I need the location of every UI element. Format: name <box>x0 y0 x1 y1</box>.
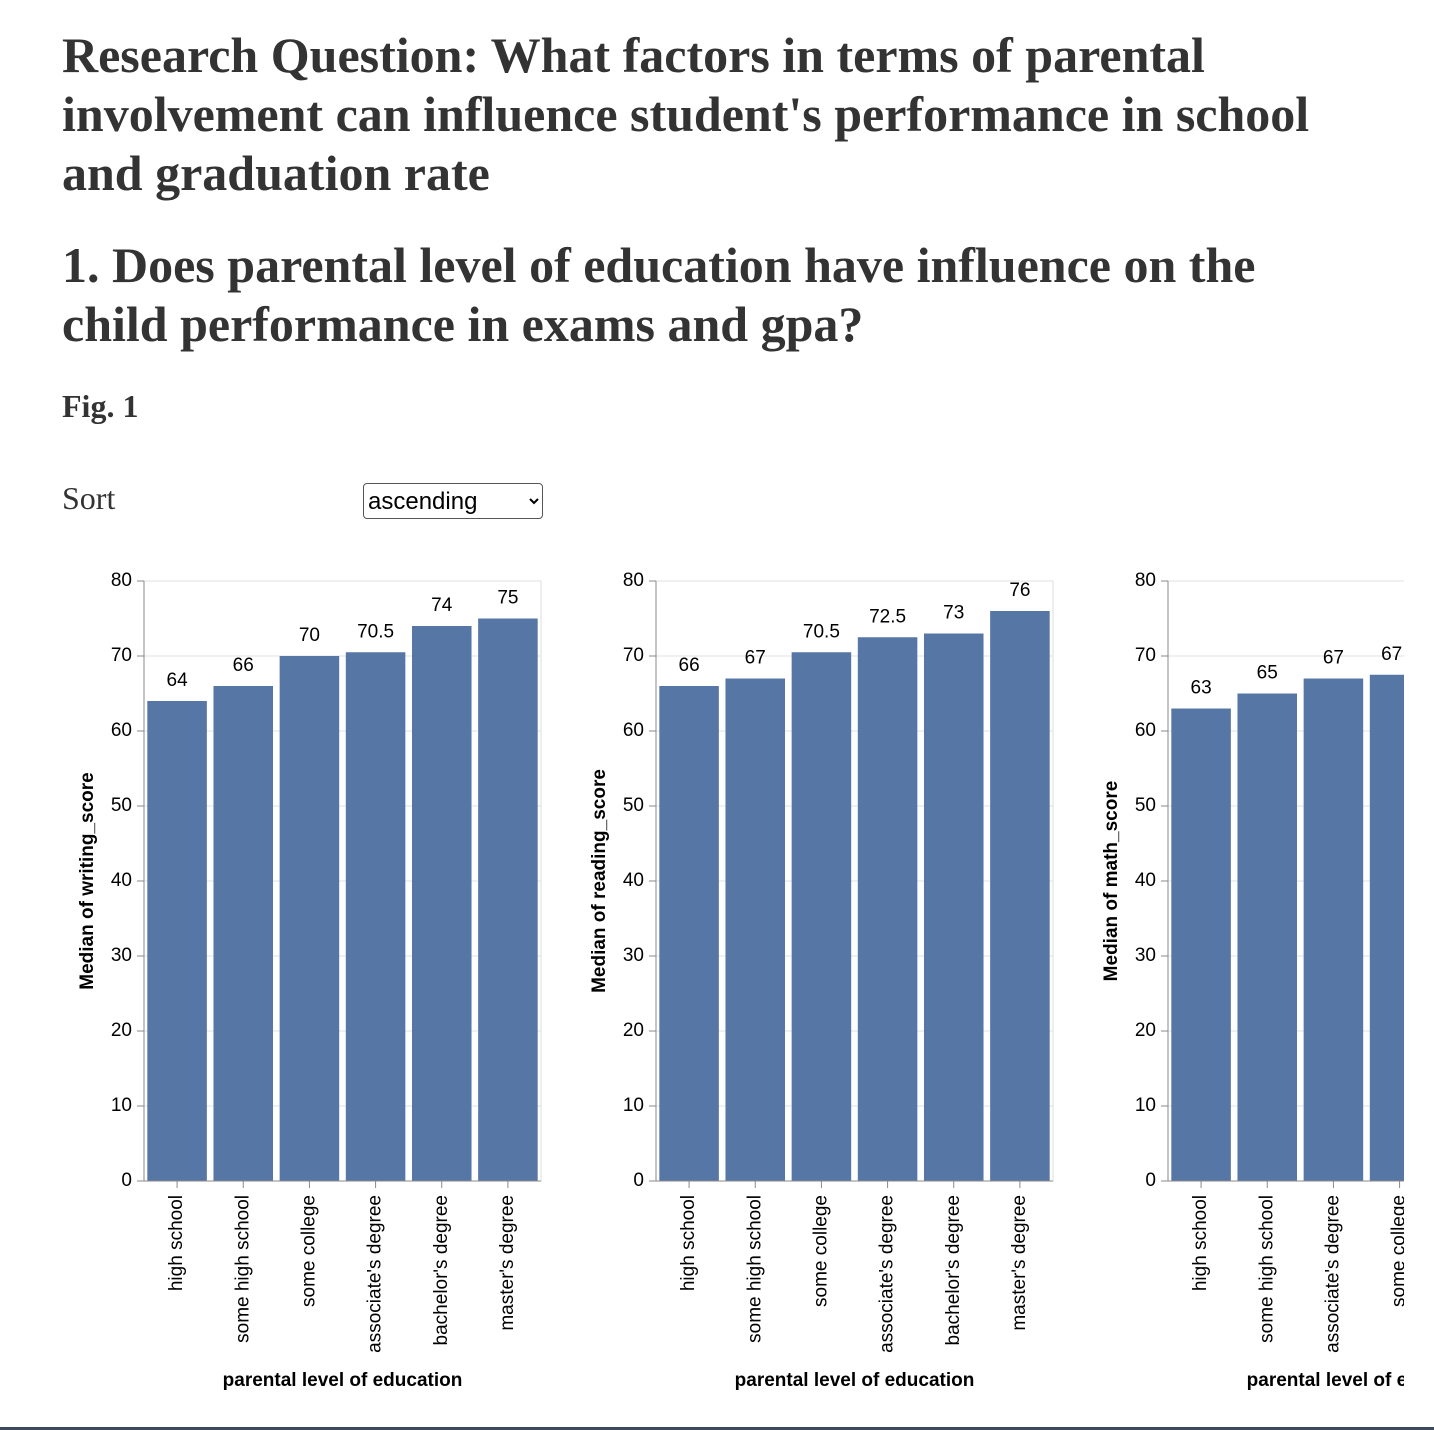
bottom-border <box>0 1427 1434 1430</box>
bar <box>1369 674 1404 1181</box>
x-tick-label: master's degree <box>1009 1195 1030 1331</box>
bar <box>857 637 918 1181</box>
x-tick-label: some college <box>1389 1195 1404 1307</box>
x-tick-label: some college <box>810 1195 831 1307</box>
y-tick-label: 20 <box>1135 1020 1156 1041</box>
x-tick-label: bachelor's degree <box>431 1195 452 1345</box>
bar <box>791 652 852 1181</box>
bar <box>147 701 207 1181</box>
y-tick-label: 0 <box>121 1170 132 1191</box>
y-tick-label: 30 <box>111 945 132 966</box>
value-label: 67 <box>1323 648 1344 669</box>
y-tick-label: 20 <box>111 1020 132 1041</box>
x-tick-label: some high school <box>1256 1195 1277 1343</box>
sort-select[interactable]: ascending <box>363 483 543 519</box>
y-tick-label: 60 <box>1135 720 1156 741</box>
value-label: 63 <box>1191 678 1212 699</box>
y-tick-label: 10 <box>111 1095 132 1116</box>
y-tick-label: 60 <box>623 720 644 741</box>
y-tick-label: 50 <box>1135 795 1156 816</box>
value-label: 64 <box>167 670 189 691</box>
bar <box>725 678 786 1181</box>
y-tick-label: 80 <box>1135 570 1156 591</box>
value-label: 70.5 <box>357 621 394 642</box>
value-label: 72.5 <box>869 606 906 627</box>
bar <box>1237 693 1298 1181</box>
x-tick-label: associate's degree <box>877 1195 898 1353</box>
y-tick-label: 0 <box>1145 1170 1156 1191</box>
value-label: 66 <box>679 655 700 676</box>
value-label: 67 <box>745 648 766 669</box>
x-axis-title: parental level of education <box>223 1370 463 1391</box>
bar <box>990 611 1050 1181</box>
y-tick-label: 10 <box>1135 1095 1156 1116</box>
x-tick-label: master's degree <box>497 1195 518 1331</box>
value-label: 67.5 <box>1381 644 1404 665</box>
y-tick-label: 70 <box>623 645 644 666</box>
x-tick-label: associate's degree <box>365 1195 386 1353</box>
y-axis-title: Median of reading_score <box>589 769 610 993</box>
y-tick-label: 50 <box>623 795 644 816</box>
y-tick-label: 30 <box>623 945 644 966</box>
y-tick-label: 50 <box>111 795 132 816</box>
x-tick-label: high school <box>1190 1195 1211 1291</box>
x-axis-title: parental level of education <box>1247 1370 1404 1391</box>
bar <box>279 656 340 1181</box>
bar <box>923 633 984 1181</box>
y-tick-label: 70 <box>111 645 132 666</box>
y-tick-label: 20 <box>623 1020 644 1041</box>
x-tick-label: high school <box>166 1195 187 1291</box>
y-tick-label: 0 <box>633 1170 644 1191</box>
y-tick-label: 60 <box>111 720 132 741</box>
bar <box>411 626 472 1181</box>
x-tick-label: associate's degree <box>1322 1195 1343 1353</box>
x-tick-label: bachelor's degree <box>943 1195 964 1345</box>
value-label: 65 <box>1257 663 1278 684</box>
y-tick-label: 40 <box>1135 870 1156 891</box>
y-tick-label: 40 <box>623 870 644 891</box>
bar <box>659 686 719 1181</box>
figure-label: Fig. 1 <box>62 388 139 424</box>
sort-label: Sort <box>62 480 116 516</box>
value-label: 70 <box>299 625 320 646</box>
y-tick-label: 80 <box>623 570 644 591</box>
y-tick-label: 70 <box>1135 645 1156 666</box>
x-tick-label: high school <box>678 1195 699 1291</box>
bar <box>345 652 406 1181</box>
content: Research Question: What factors in terms… <box>62 27 1404 1391</box>
y-axis-title: Median of writing_score <box>77 772 98 989</box>
x-tick-label: some college <box>298 1195 319 1307</box>
page-title: Research Question: What factors in terms… <box>62 27 1310 201</box>
bar <box>478 618 538 1181</box>
value-label: 66 <box>233 655 254 676</box>
bar <box>1171 708 1231 1181</box>
value-label: 74 <box>431 595 453 616</box>
y-tick-label: 80 <box>111 570 132 591</box>
y-tick-label: 10 <box>623 1095 644 1116</box>
bar <box>1303 678 1364 1181</box>
question-heading: 1. Does parental level of education have… <box>62 237 1256 352</box>
value-label: 76 <box>1009 580 1030 601</box>
y-tick-label: 30 <box>1135 945 1156 966</box>
x-axis-title: parental level of education <box>735 1370 975 1391</box>
value-label: 70.5 <box>803 621 840 642</box>
charts: 0 10 20 30 40 50 60 70 80 64 high school 66 some hig… <box>77 570 1404 1391</box>
y-tick-label: 40 <box>111 870 132 891</box>
x-tick-label: some high school <box>744 1195 765 1343</box>
value-label: 75 <box>497 588 518 609</box>
x-tick-label: some high school <box>232 1195 253 1343</box>
value-label: 73 <box>943 603 964 624</box>
y-axis-title: Median of math_score <box>1101 781 1122 982</box>
bar <box>213 686 274 1181</box>
